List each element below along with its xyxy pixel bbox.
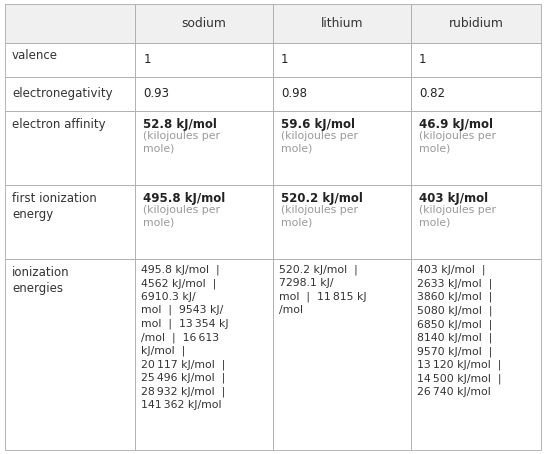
Bar: [135, 77, 273, 111]
Bar: [5, 259, 135, 450]
Text: 52.8 kJ/mol: 52.8 kJ/mol: [143, 118, 217, 131]
Bar: [5, 4, 135, 43]
Text: valence: valence: [12, 49, 58, 62]
Bar: [273, 4, 411, 43]
Text: (kilojoules per
mole): (kilojoules per mole): [281, 131, 358, 153]
Bar: [135, 4, 273, 43]
Bar: [411, 77, 541, 111]
Text: electronegativity: electronegativity: [12, 87, 112, 100]
Text: 495.8 kJ/mol: 495.8 kJ/mol: [143, 192, 225, 205]
Text: rubidium: rubidium: [448, 17, 503, 30]
Text: lithium: lithium: [321, 17, 363, 30]
Bar: [273, 259, 411, 450]
Text: (kilojoules per
mole): (kilojoules per mole): [419, 131, 496, 153]
Bar: [411, 185, 541, 259]
Text: electron affinity: electron affinity: [12, 118, 105, 131]
Text: 520.2 kJ/mol  |
7298.1 kJ/
mol  |  11 815 kJ
/mol: 520.2 kJ/mol | 7298.1 kJ/ mol | 11 815 k…: [279, 265, 366, 315]
Text: 59.6 kJ/mol: 59.6 kJ/mol: [281, 118, 355, 131]
Text: 403 kJ/mol: 403 kJ/mol: [419, 192, 488, 205]
Text: 0.98: 0.98: [281, 87, 307, 100]
Bar: [273, 43, 411, 77]
Bar: [135, 259, 273, 450]
Bar: [273, 185, 411, 259]
Text: sodium: sodium: [182, 17, 227, 30]
Bar: [411, 111, 541, 185]
Text: 1: 1: [143, 53, 151, 66]
Bar: [273, 77, 411, 111]
Text: 0.93: 0.93: [143, 87, 169, 100]
Bar: [135, 185, 273, 259]
Text: ionization
energies: ionization energies: [12, 266, 70, 296]
Text: (kilojoules per
mole): (kilojoules per mole): [143, 131, 220, 153]
Text: first ionization
energy: first ionization energy: [12, 192, 97, 222]
Bar: [5, 43, 135, 77]
Text: 46.9 kJ/mol: 46.9 kJ/mol: [419, 118, 492, 131]
Bar: [135, 43, 273, 77]
Bar: [5, 111, 135, 185]
Bar: [5, 77, 135, 111]
Bar: [135, 111, 273, 185]
Text: 1: 1: [419, 53, 426, 66]
Bar: [411, 259, 541, 450]
Text: (kilojoules per
mole): (kilojoules per mole): [419, 205, 496, 227]
Text: 520.2 kJ/mol: 520.2 kJ/mol: [281, 192, 363, 205]
Text: 495.8 kJ/mol  |
4562 kJ/mol  |
6910.3 kJ/
mol  |  9543 kJ/
mol  |  13 354 kJ
/mo: 495.8 kJ/mol | 4562 kJ/mol | 6910.3 kJ/ …: [141, 265, 229, 410]
Bar: [411, 4, 541, 43]
Text: (kilojoules per
mole): (kilojoules per mole): [281, 205, 358, 227]
Text: 403 kJ/mol  |
2633 kJ/mol  |
3860 kJ/mol  |
5080 kJ/mol  |
6850 kJ/mol  |
8140 k: 403 kJ/mol | 2633 kJ/mol | 3860 kJ/mol |…: [417, 265, 501, 397]
Bar: [411, 43, 541, 77]
Bar: [273, 111, 411, 185]
Text: (kilojoules per
mole): (kilojoules per mole): [143, 205, 220, 227]
Text: 0.82: 0.82: [419, 87, 445, 100]
Bar: [5, 185, 135, 259]
Text: 1: 1: [281, 53, 288, 66]
